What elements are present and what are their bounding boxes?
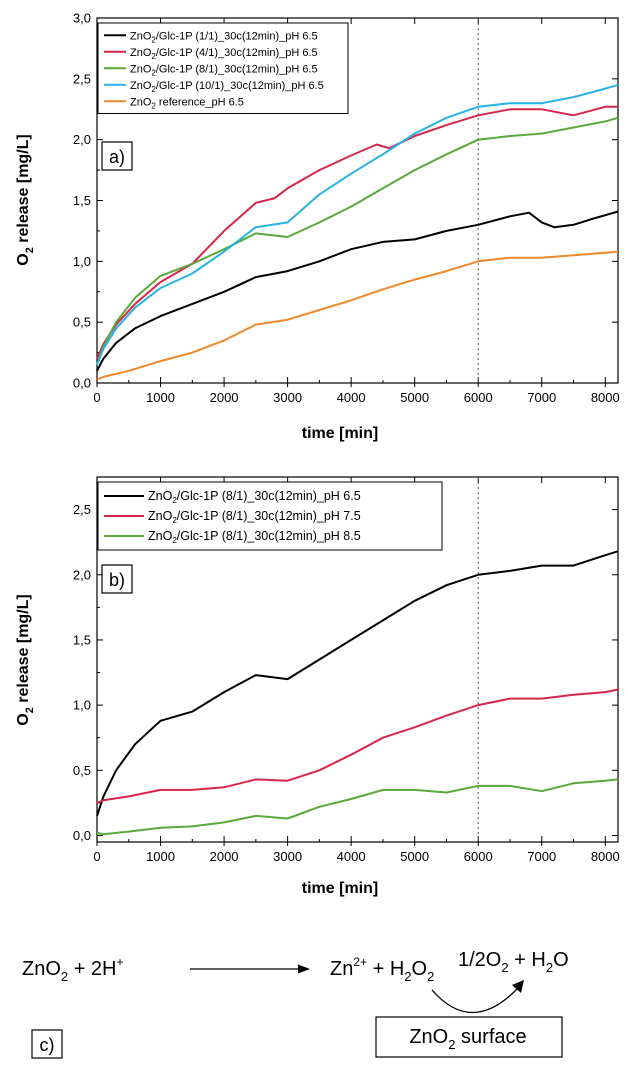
surface-label: ZnO2 surface <box>409 1026 526 1052</box>
legend-entry: ZnO2 reference_pH 6.5 <box>130 96 244 110</box>
x-tick-label: 5000 <box>400 390 429 405</box>
reactant-formula: ZnO2 + 2H+ <box>22 955 124 984</box>
panel-c-label-box <box>31 1029 63 1059</box>
x-axis-label: time [min] <box>302 880 378 897</box>
reaction-scheme: ZnO2 + 2H+ Zn2+ + H2O2 1/2O2 + H2O ZnO2 … <box>22 949 569 1059</box>
x-tick-label: 2000 <box>210 390 239 405</box>
x-tick-label: 8000 <box>591 849 620 864</box>
x-tick-label: 4000 <box>337 849 366 864</box>
series-line <box>96 210 619 372</box>
x-tick-label: 2000 <box>210 849 239 864</box>
surface-box <box>375 1016 563 1058</box>
product-formula-2: 1/2O2 + H2O <box>458 949 569 975</box>
x-tick-label: 7000 <box>527 849 556 864</box>
y-tick-label: 0,5 <box>73 315 91 330</box>
product-formula-1: Zn2+ + H2O2 <box>330 955 434 984</box>
y-tick-label: 2,5 <box>73 502 91 517</box>
y-tick-label: 2,5 <box>73 71 91 86</box>
series-line <box>96 83 619 366</box>
panel-label-box <box>101 564 133 594</box>
legend-box <box>97 22 349 114</box>
series-line <box>96 116 619 366</box>
x-tick-label: 6000 <box>464 390 493 405</box>
legend: ZnO2/Glc-1P (8/1)_30c(12min)_pH 6.5 ZnO2/… <box>97 481 443 551</box>
panel-label: b) <box>109 570 125 590</box>
x-tick-label: 1000 <box>146 849 175 864</box>
plot-frame <box>96 476 619 843</box>
x-tick-label: 1000 <box>146 390 175 405</box>
series-line <box>96 550 619 817</box>
catalysis-arrow <box>431 980 524 1014</box>
y-tick-label: 3,0 <box>73 11 91 26</box>
y-tick-label: 1,5 <box>73 632 91 647</box>
panel-label-box <box>101 141 133 171</box>
x-tick-label: 0 <box>93 390 100 405</box>
legend-entry: ZnO2/Glc-1P (8/1)_30c(12min)_pH 6.5 <box>148 489 361 505</box>
series-line <box>96 105 618 360</box>
legend-entry: ZnO2/Glc-1P (8/1)_30c(12min)_pH 6.5 <box>130 63 318 77</box>
y-axis-label: O2 release [mg/L] <box>15 134 36 266</box>
y-axis-label: O2 release [mg/L] <box>15 594 36 726</box>
y-tick-label: 1,0 <box>73 254 91 269</box>
y-tick-label: 1,5 <box>73 193 91 208</box>
x-axis-label: time [min] <box>302 425 378 442</box>
chart-panel-b: 0,0 0,5 1,0 1,5 2,0 2,5 0 1000 2000 3000 4000 5000 6… <box>15 476 620 897</box>
chart-panel-a: 0,0 0,5 1,0 1,5 2,0 2,5 3,0 0 1000 2000 3000 4000 50… <box>15 11 620 443</box>
y-tick-label: 2,0 <box>73 567 91 582</box>
x-tick-label: 4000 <box>337 390 366 405</box>
y-tick-label: 0,0 <box>73 376 91 391</box>
x-tick-label: 0 <box>93 849 100 864</box>
panel-label: a) <box>109 147 125 167</box>
reaction-arrow <box>190 964 310 974</box>
x-tick-label: 6000 <box>464 849 493 864</box>
legend-entry: ZnO2/Glc-1P (4/1)_30c(12min)_pH 6.5 <box>130 47 318 61</box>
y-tick-label: 0,5 <box>73 763 91 778</box>
x-tick-label: 3000 <box>273 849 302 864</box>
x-tick-label: 3000 <box>273 390 302 405</box>
y-tick-label: 1,0 <box>73 698 91 713</box>
y-tick-label: 2,0 <box>73 132 91 147</box>
legend-box <box>97 481 443 551</box>
x-tick-label: 5000 <box>400 849 429 864</box>
legend-entry: ZnO2/Glc-1P (10/1)_30c(12min)_pH 6.5 <box>130 80 324 94</box>
legend: ZnO2/Glc-1P (1/1)_30c(12min)_pH 6.5 ZnO2/… <box>97 22 349 114</box>
series-line <box>96 250 619 381</box>
series-line <box>96 778 619 836</box>
y-tick-label: 0,0 <box>73 828 91 843</box>
series-line <box>96 688 619 804</box>
legend-entry: ZnO2/Glc-1P (8/1)_30c(12min)_pH 8.5 <box>148 529 361 545</box>
legend-entry: ZnO2/Glc-1P (1/1)_30c(12min)_pH 6.5 <box>130 30 318 44</box>
x-tick-label: 8000 <box>591 390 620 405</box>
legend-entry: ZnO2/Glc-1P (8/1)_30c(12min)_pH 7.5 <box>148 509 361 525</box>
x-tick-label: 7000 <box>527 390 556 405</box>
panel-c-label: c) <box>40 1035 55 1055</box>
